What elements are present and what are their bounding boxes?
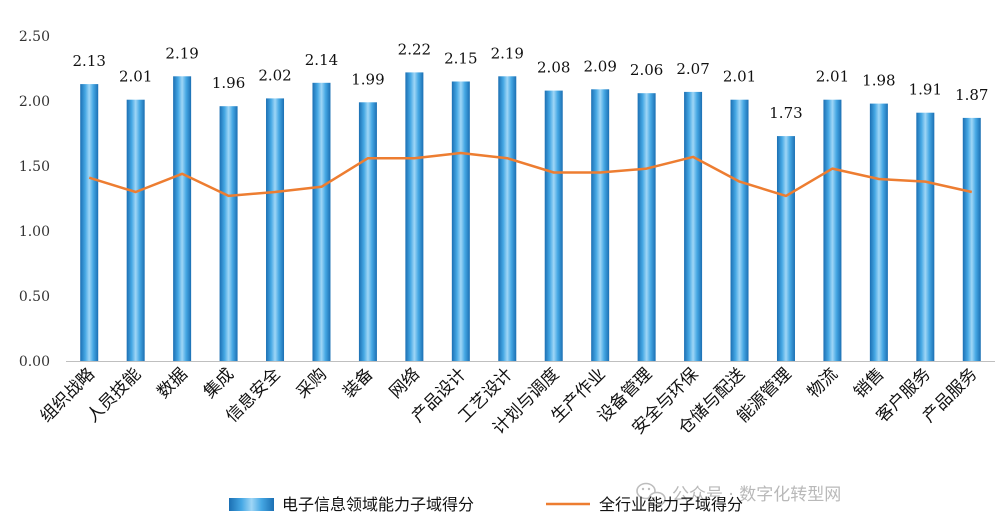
bar-value-label: 2.06 [630, 61, 663, 79]
legend-bar-swatch [229, 498, 274, 511]
bar [823, 100, 841, 361]
legend: 电子信息领域能力子域得分 全行业能力子域得分 [229, 495, 743, 514]
y-tick-label: 1.00 [19, 224, 50, 240]
y-tick-label: 2.50 [19, 29, 50, 45]
bar [591, 89, 609, 361]
bar [870, 104, 888, 361]
y-tick-label: 1.50 [19, 159, 50, 175]
legend-item-line: 全行业能力子域得分 [546, 495, 743, 514]
x-tick-label: 采购 [293, 364, 331, 402]
bar [80, 84, 98, 361]
x-tick-label: 集成 [200, 364, 238, 402]
y-axis: 0.00 0.50 1.00 1.50 2.00 2.50 [19, 29, 50, 370]
bar [266, 98, 284, 361]
bar [173, 76, 191, 361]
bar-value-label: 2.19 [165, 44, 198, 62]
bar-value-label: 2.01 [816, 68, 849, 86]
bar [684, 92, 702, 361]
bar [312, 83, 330, 361]
bar [545, 91, 563, 361]
bar [731, 100, 749, 361]
bar-value-label: 2.22 [398, 40, 431, 58]
bar [638, 93, 656, 361]
bar-value-label: 2.08 [537, 59, 570, 77]
y-tick-label: 0.50 [19, 289, 50, 305]
bar-value-label: 2.01 [723, 68, 756, 86]
bar-value-label: 1.99 [351, 70, 384, 88]
bar [777, 136, 795, 361]
x-tick-label: 物流 [804, 364, 842, 402]
bar-value-label: 2.15 [444, 50, 477, 68]
x-tick-label: 销售 [850, 364, 888, 402]
bar [220, 106, 238, 361]
legend-label-bar: 电子信息领域能力子域得分 [282, 495, 474, 514]
legend-item-bar: 电子信息领域能力子域得分 [229, 495, 474, 514]
bar-value-label: 2.02 [258, 66, 291, 84]
bar [963, 118, 981, 361]
bar [405, 72, 423, 361]
bar [127, 100, 145, 361]
bar-value-label: 2.01 [119, 68, 152, 86]
bar-value-label: 1.98 [862, 72, 895, 90]
bar-value-label: 2.13 [73, 52, 106, 70]
x-tick-label: 装备 [339, 364, 377, 402]
bar [452, 82, 470, 362]
y-tick-label: 2.00 [19, 94, 50, 110]
bar-series [80, 72, 981, 361]
bar [498, 76, 516, 361]
legend-label-line: 全行业能力子域得分 [599, 495, 743, 514]
bar-value-label: 2.14 [305, 51, 338, 69]
category-labels: 组织战略人员技能数据集成信息安全采购装备网络产品设计工艺设计计划与调度生产作业设… [37, 364, 982, 438]
bar-value-label: 1.73 [769, 104, 802, 122]
bar-value-label: 1.91 [909, 81, 942, 99]
value-labels: 2.13 2.01 2.19 1.96 2.02 2.14 1.99 2.22 2.15 2.19… [73, 40, 989, 122]
bar [916, 113, 934, 361]
y-tick-label: 0.00 [19, 354, 50, 370]
bar-value-label: 1.96 [212, 74, 245, 92]
bar [359, 102, 377, 361]
bar-value-label: 2.09 [583, 57, 616, 75]
bar-value-label: 1.87 [955, 86, 988, 104]
x-tick-label: 网络 [386, 364, 424, 402]
bar-value-label: 2.19 [491, 44, 524, 62]
bar-value-label: 2.07 [676, 60, 709, 78]
x-tick-label: 数据 [153, 364, 191, 402]
